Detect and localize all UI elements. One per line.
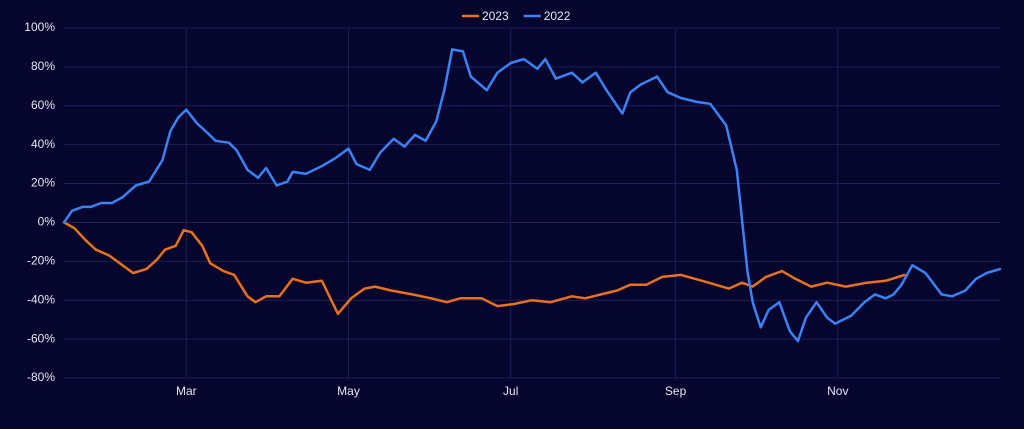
line-series bbox=[62, 221, 906, 316]
x-tick-label: Nov bbox=[827, 384, 848, 398]
x-tick-label: Mar bbox=[176, 384, 197, 398]
y-tick-label: 40% bbox=[31, 137, 55, 151]
x-tick-label: May bbox=[337, 384, 360, 398]
y-tick-label: 100% bbox=[24, 20, 55, 34]
x-tick-label: Sep bbox=[665, 384, 687, 398]
y-tick-label: 80% bbox=[31, 59, 55, 73]
legend-label[interactable]: 2022 bbox=[544, 9, 571, 23]
y-tick-label: 0% bbox=[38, 215, 56, 229]
x-tick-label: Jul bbox=[503, 384, 518, 398]
y-tick-label: 20% bbox=[31, 176, 55, 190]
y-tick-label: 60% bbox=[31, 98, 55, 112]
y-tick-label: -20% bbox=[27, 254, 55, 268]
legend-label[interactable]: 2023 bbox=[482, 9, 509, 23]
line-series bbox=[62, 48, 1002, 343]
y-tick-label: -80% bbox=[27, 370, 55, 384]
y-tick-label: -60% bbox=[27, 331, 55, 345]
y-tick-label: -40% bbox=[27, 292, 55, 306]
